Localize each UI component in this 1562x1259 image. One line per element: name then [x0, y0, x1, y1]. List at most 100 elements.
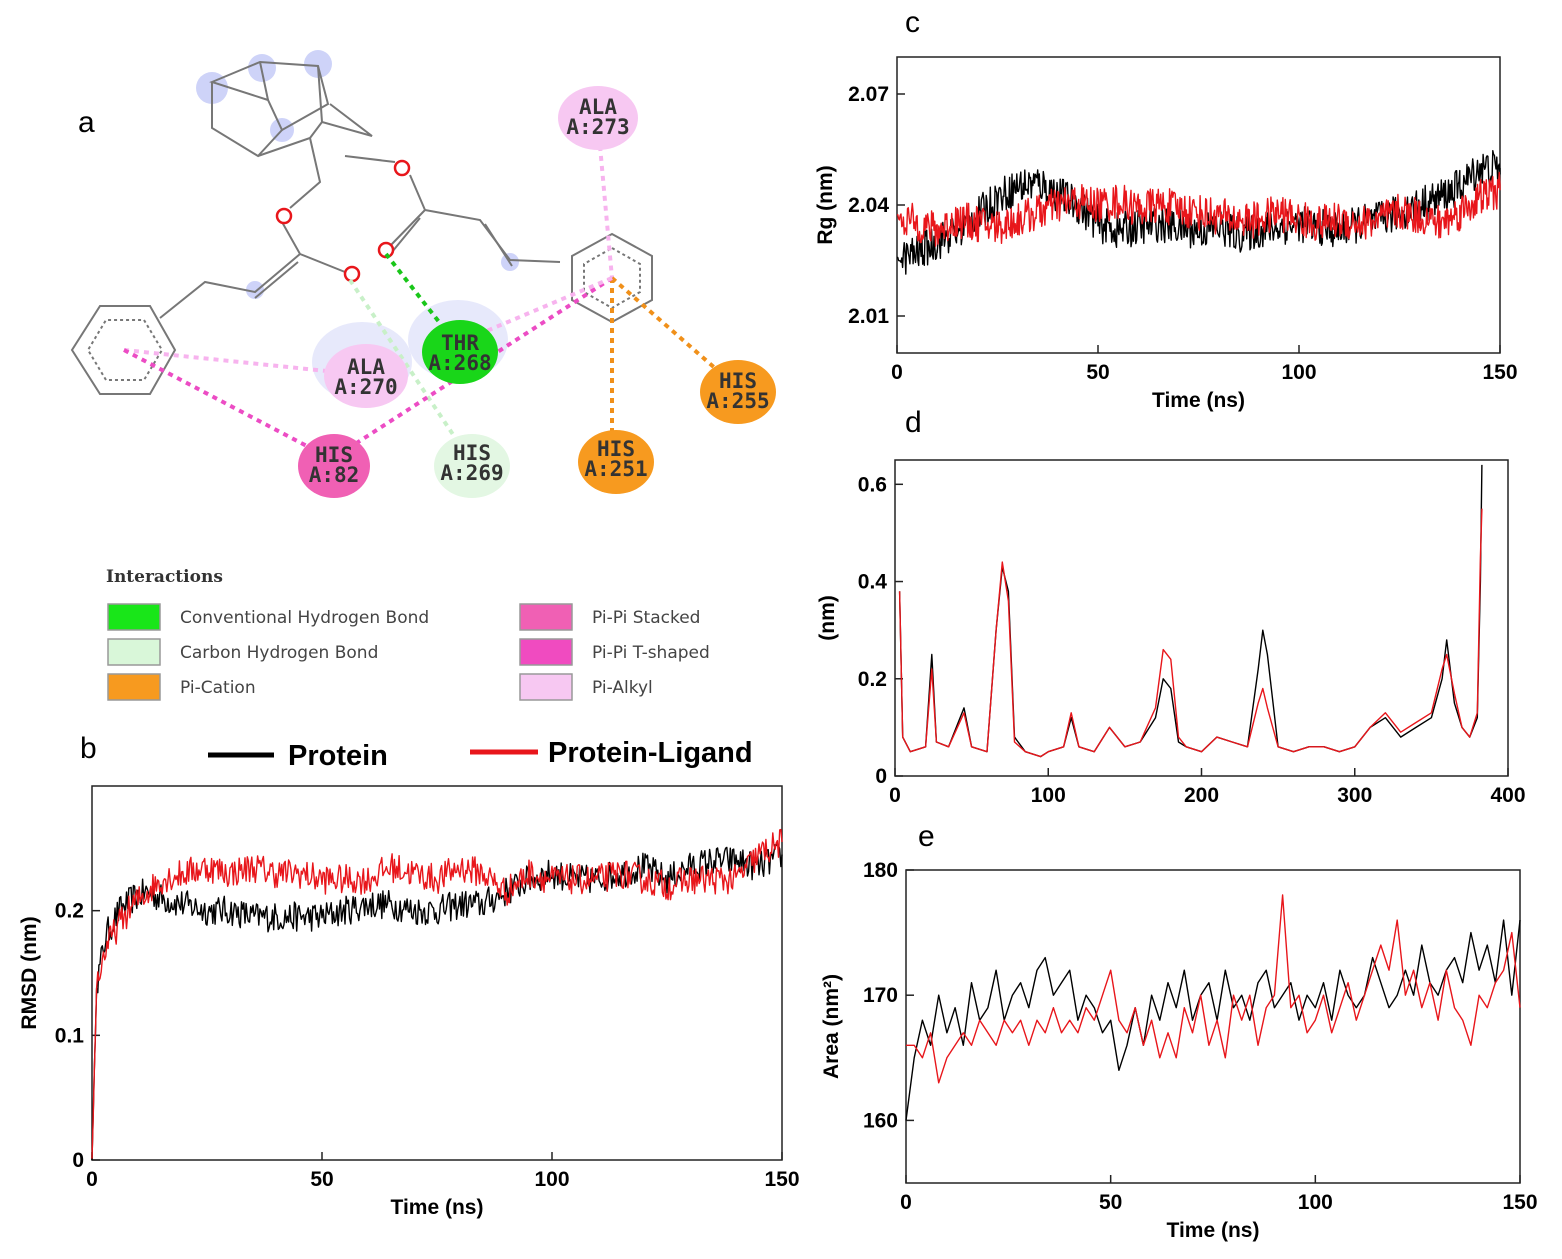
y-tick-label: 0.6 — [858, 473, 887, 496]
halo — [304, 50, 332, 78]
legend-item: Pi-Pi Stacked — [519, 603, 700, 631]
legend-item: Carbon Hydrogen Bond — [107, 638, 378, 666]
residue-his82: HIS A:82 — [298, 434, 370, 498]
legend-item: Pi-Alkyl — [519, 673, 653, 701]
pi-alkyl-line — [469, 276, 613, 340]
x-tick-label: 0 — [889, 784, 901, 807]
legend-label-protein: Protein — [288, 740, 388, 772]
y-tick-label: 170 — [863, 984, 898, 1007]
residue-position: A:273 — [566, 115, 629, 139]
residue-position: A:251 — [584, 457, 647, 481]
series-line-protein — [898, 464, 1483, 758]
series-legend: Protein Protein-Ligand — [208, 737, 753, 772]
legend-title: Interactions — [106, 567, 223, 587]
y-tick-label: 180 — [863, 859, 898, 882]
legend-label: Carbon Hydrogen Bond — [180, 643, 378, 663]
pi-alkyl-line — [598, 145, 614, 279]
interaction-lines — [123, 145, 726, 462]
x-tick-label: 0 — [900, 1191, 912, 1214]
x-tick-label: 200 — [1184, 784, 1219, 807]
x-tick-label: 300 — [1337, 784, 1372, 807]
residue-position: A:269 — [440, 461, 503, 485]
residue-position: A:268 — [428, 351, 491, 375]
x-tick-label: 50 — [310, 1168, 333, 1191]
oxygen-atoms — [275, 159, 411, 283]
y-axis-label: Area (nm²) — [820, 974, 843, 1079]
x-tick-label: 100 — [1298, 1191, 1333, 1214]
blue-halos — [196, 50, 519, 299]
x-tick-label: 400 — [1490, 784, 1525, 807]
chart-rg: 0 50 100 150 2.01 2.04 2.07 Time (ns) Rg (nm) — [814, 56, 1518, 412]
oxygen-atom — [275, 207, 293, 225]
residue-position: A:270 — [334, 375, 397, 399]
residue-ala270: ALA A:270 — [324, 344, 408, 408]
series-line-protein-ligand — [896, 171, 1501, 247]
chart-sasa: 0 50 100 150 160 170 180 Time (ns) Area (nm²) — [820, 859, 1538, 1242]
residue-position: A:82 — [309, 463, 360, 487]
x-tick-label: 0 — [891, 361, 903, 384]
x-tick-label: 50 — [1086, 361, 1109, 384]
x-tick-label: 50 — [1099, 1191, 1122, 1214]
x-tick-label: 100 — [1031, 784, 1066, 807]
pi-pi-line — [123, 348, 323, 456]
residues: ALA A:273 THR A:268 ALA A:270 HIS A:255 … — [298, 86, 776, 498]
y-tick-label: 0.1 — [55, 1024, 85, 1047]
series-line-protein — [91, 843, 783, 1161]
chain-bond — [159, 221, 346, 319]
plot-frame — [894, 459, 1509, 777]
panel-letter-b: b — [80, 732, 97, 765]
x-tick-label: 0 — [86, 1168, 98, 1191]
y-tick-label: 160 — [863, 1109, 898, 1132]
residue-his251: HIS A:251 — [578, 430, 654, 494]
legend-item: Pi-Cation — [107, 673, 256, 701]
residue-name: HIS — [719, 369, 757, 393]
double-bond — [254, 261, 299, 299]
residue-ala273: ALA A:273 — [558, 86, 638, 150]
pi-alkyl-line — [123, 348, 337, 374]
y-tick-label: 2.07 — [848, 83, 889, 106]
x-tick-label: 150 — [764, 1168, 799, 1191]
panel-a: a — [70, 50, 776, 701]
panel-letter-c: c — [905, 6, 920, 39]
series-line-protein — [905, 919, 1521, 1121]
y-tick-label: 2.04 — [848, 194, 889, 217]
residue-name: ALA — [347, 355, 385, 379]
legend-label: Pi-Alkyl — [592, 678, 653, 698]
y-tick-label: 0.4 — [858, 571, 888, 594]
chart-rmsd: 0 50 100 150 0 0.1 0.2 Time (ns) RMSD (nm) — [18, 785, 800, 1219]
x-tick-label: 100 — [1281, 361, 1316, 384]
legend-item: Pi-Pi T-shaped — [519, 638, 710, 666]
phenyl-left — [70, 305, 177, 395]
panel-letter-d: d — [905, 406, 922, 439]
series-line-protein-ligand — [91, 828, 783, 1159]
oxygen-atom — [393, 159, 411, 177]
residue-name: HIS — [315, 443, 353, 467]
y-axis-label: RMSD (nm) — [18, 916, 41, 1029]
series-line-protein-ligand — [906, 894, 1521, 1084]
panel-letter-a: a — [78, 106, 95, 139]
x-axis-label: Time (ns) — [1152, 389, 1245, 412]
double-bond — [391, 217, 513, 267]
y-axis-label: Rg (nm) — [814, 165, 837, 244]
plot-frame — [91, 785, 783, 1161]
x-tick-label: 100 — [534, 1168, 569, 1191]
y-tick-label: 2.01 — [848, 305, 889, 328]
residue-name: ALA — [579, 95, 617, 119]
residue-position: A:255 — [706, 389, 769, 413]
residue-thr268: THR A:268 — [422, 320, 498, 384]
legend-label: Pi-Pi T-shaped — [592, 643, 710, 663]
interactions-legend: Interactions Conventional Hydrogen Bond … — [106, 567, 710, 701]
residue-name: THR — [441, 331, 479, 355]
legend-label: Conventional Hydrogen Bond — [180, 608, 429, 628]
legend-label: Pi-Cation — [180, 678, 256, 698]
legend-item: Conventional Hydrogen Bond — [107, 603, 429, 631]
hbond-line — [384, 252, 452, 338]
x-axis-label: Time (ns) — [1167, 1219, 1260, 1242]
x-tick-label: 150 — [1502, 1191, 1537, 1214]
chart-rmsf: 0 100 200 300 400 0 0.2 0.4 0.6 (nm) — [816, 459, 1526, 807]
pi-cation-line — [610, 276, 726, 378]
y-tick-label: 0 — [72, 1149, 84, 1172]
chain-bond — [344, 155, 561, 263]
legend-label-complex: Protein-Ligand — [548, 737, 753, 769]
